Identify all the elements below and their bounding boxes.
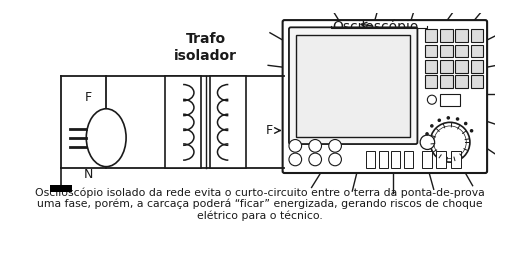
Circle shape [309, 153, 321, 166]
Bar [165, 76, 201, 168]
Ellipse shape [86, 109, 126, 167]
Circle shape [434, 126, 466, 158]
Circle shape [438, 119, 440, 122]
Bar [456, 29, 468, 42]
Bar [456, 75, 468, 88]
Bar [440, 75, 453, 88]
Bar [440, 94, 460, 106]
Text: elétrico para o técnico.: elétrico para o técnico. [197, 210, 323, 221]
Text: Osciloscópio: Osciloscópio [332, 19, 419, 34]
Circle shape [426, 133, 428, 135]
Circle shape [430, 122, 470, 162]
Bar [436, 151, 446, 168]
Circle shape [431, 125, 433, 127]
Bar [50, 185, 72, 192]
Bar [404, 151, 413, 168]
Bar [471, 60, 484, 73]
Bar [440, 60, 453, 73]
Bar [425, 75, 437, 88]
Circle shape [447, 117, 449, 119]
Bar [422, 151, 432, 168]
Circle shape [464, 122, 467, 125]
Circle shape [289, 153, 302, 166]
Bar [210, 76, 246, 168]
Circle shape [329, 153, 342, 166]
Bar [471, 75, 484, 88]
Text: F: F [85, 91, 92, 104]
Bar [366, 151, 375, 168]
Circle shape [471, 130, 473, 132]
FancyBboxPatch shape [289, 27, 418, 144]
Circle shape [427, 95, 436, 104]
FancyBboxPatch shape [282, 20, 487, 173]
Bar [425, 29, 437, 42]
Circle shape [457, 118, 459, 120]
Bar [456, 60, 468, 73]
Text: N: N [83, 168, 93, 181]
Bar [391, 151, 400, 168]
Bar [440, 29, 453, 42]
Text: uma fase, porém, a carcaça poderá “ficar” energizada, gerando riscos de choque: uma fase, porém, a carcaça poderá “ficar… [37, 198, 483, 209]
Bar [456, 45, 468, 57]
Bar [471, 45, 484, 57]
Bar [471, 29, 484, 42]
Bar [296, 35, 410, 137]
Circle shape [289, 140, 302, 152]
Bar [425, 45, 437, 57]
Bar [425, 60, 437, 73]
Bar [379, 151, 387, 168]
Circle shape [309, 140, 321, 152]
Circle shape [420, 135, 435, 150]
Text: F: F [266, 124, 272, 137]
Bar [451, 151, 461, 168]
Circle shape [329, 140, 342, 152]
Text: Trafo
isolador: Trafo isolador [174, 32, 237, 63]
Text: Osciloscópio isolado da rede evita o curto-circuito entre o terra da ponta-de-pr: Osciloscópio isolado da rede evita o cur… [35, 187, 485, 198]
Bar [440, 45, 453, 57]
